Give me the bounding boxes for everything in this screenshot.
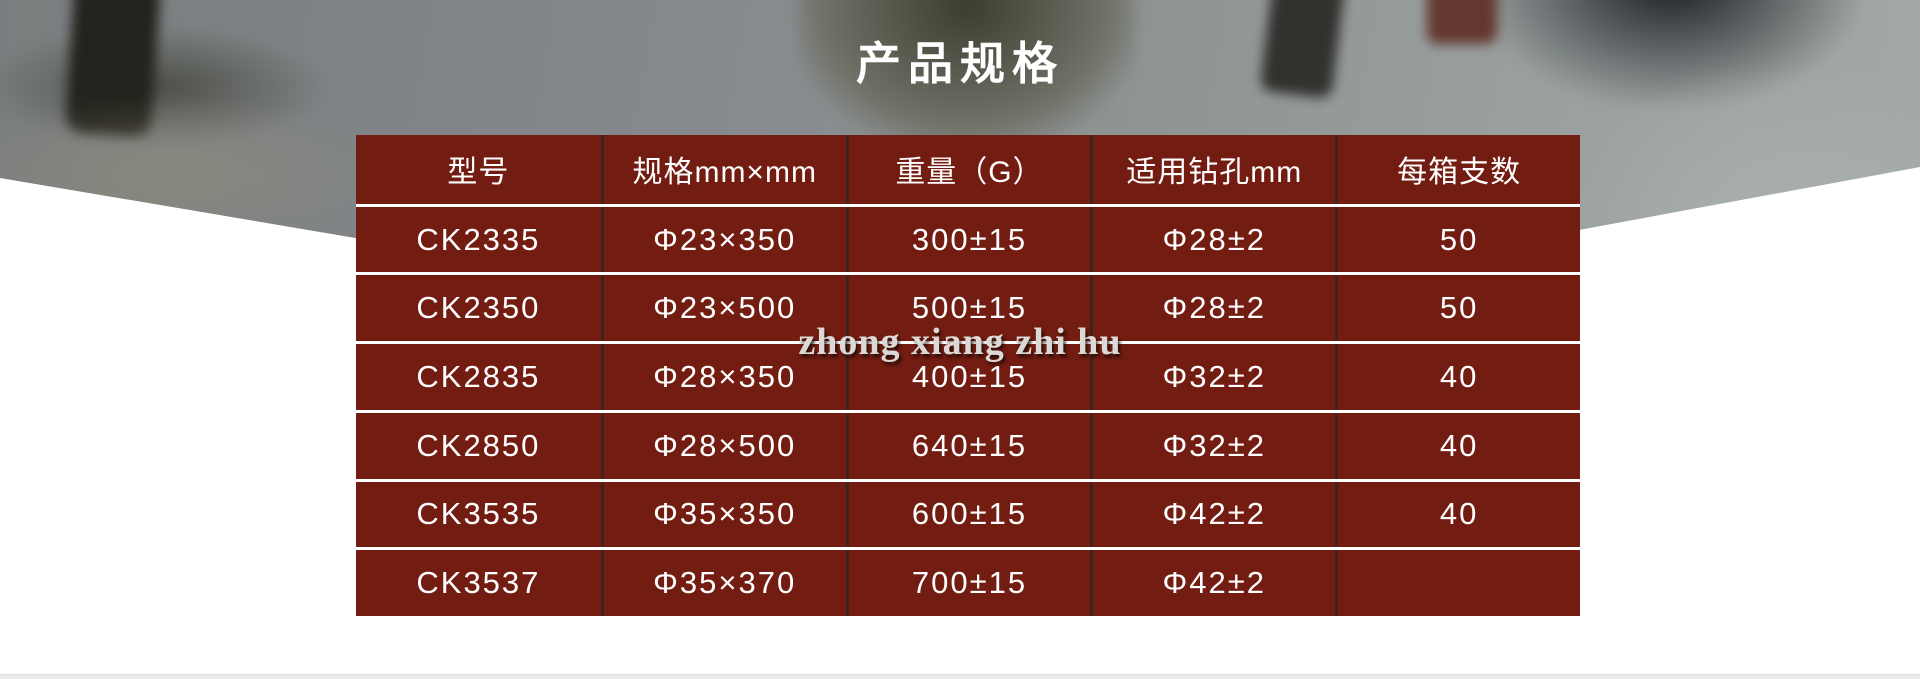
table-row: CK3535 Φ35×350 600±15 Φ42±2 40 [356, 478, 1580, 548]
column-header-qty-per-box: 每箱支数 [1335, 135, 1580, 204]
column-header-drill-hole: 适用钻孔mm [1090, 135, 1336, 204]
cell-spec: Φ28×500 [600, 412, 846, 479]
column-header-weight: 重量（G） [845, 135, 1091, 204]
cell-drill-hole: Φ28±2 [1090, 206, 1336, 273]
photo-machine-patch [1427, 0, 1497, 44]
cell-model: CK3537 [356, 550, 601, 616]
cell-model: CK2850 [356, 412, 601, 479]
cell-weight: 640±15 [845, 412, 1091, 479]
table-row: CK2850 Φ28×500 640±15 Φ32±2 40 [356, 409, 1580, 479]
cell-model: CK2350 [356, 275, 601, 342]
table-row: CK2835 Φ28×350 400±15 Φ32±2 40 [356, 341, 1580, 410]
photo-ground-patch [0, 100, 377, 250]
cell-qty-per-box: 40 [1335, 481, 1580, 548]
table-row: CK2335 Φ23×350 300±15 Φ28±2 50 [356, 203, 1580, 273]
spec-table: 型号 规格mm×mm 重量（G） 适用钻孔mm 每箱支数 CK2335 Φ23×… [356, 135, 1580, 616]
cell-weight: 300±15 [845, 206, 1091, 273]
cell-weight: 600±15 [845, 481, 1091, 548]
cell-spec: Φ23×500 [600, 275, 846, 342]
cell-spec: Φ35×350 [600, 481, 846, 548]
page-title: 产品规格 [855, 38, 1064, 89]
cell-weight: 400±15 [845, 344, 1091, 410]
table-header-row: 型号 规格mm×mm 重量（G） 适用钻孔mm 每箱支数 [356, 135, 1580, 204]
bottom-section-divider [0, 674, 1920, 679]
cell-drill-hole: Φ32±2 [1090, 412, 1336, 479]
cell-model: CK2335 [356, 206, 601, 273]
cell-qty-per-box [1335, 550, 1580, 616]
table-row: CK2350 Φ23×500 500±15 Φ28±2 50 [356, 272, 1580, 342]
cell-spec: Φ35×370 [600, 550, 846, 616]
cell-drill-hole: Φ42±2 [1090, 481, 1336, 548]
cell-qty-per-box: 40 [1335, 344, 1580, 410]
cell-drill-hole: Φ32±2 [1090, 344, 1336, 410]
table-row: CK3537 Φ35×370 700±15 Φ42±2 [356, 547, 1580, 616]
watermark-text: zhong xiang zhi hu [798, 321, 1122, 363]
photo-rock-mound [797, 0, 1137, 147]
column-header-model: 型号 [356, 135, 601, 204]
cell-qty-per-box: 50 [1335, 275, 1580, 342]
cell-qty-per-box: 50 [1335, 206, 1580, 273]
cell-weight: 500±15 [845, 275, 1091, 342]
column-header-spec: 规格mm×mm [600, 135, 846, 204]
cell-qty-per-box: 40 [1335, 412, 1580, 479]
photo-concrete-block [1567, 67, 1920, 342]
cell-spec: Φ28×350 [600, 344, 846, 410]
cell-model: CK2835 [356, 344, 601, 410]
cell-drill-hole: Φ42±2 [1090, 550, 1336, 616]
cell-spec: Φ23×350 [600, 206, 846, 273]
cell-model: CK3535 [356, 481, 601, 548]
cell-weight: 700±15 [845, 550, 1091, 616]
cell-drill-hole: Φ28±2 [1090, 275, 1336, 342]
